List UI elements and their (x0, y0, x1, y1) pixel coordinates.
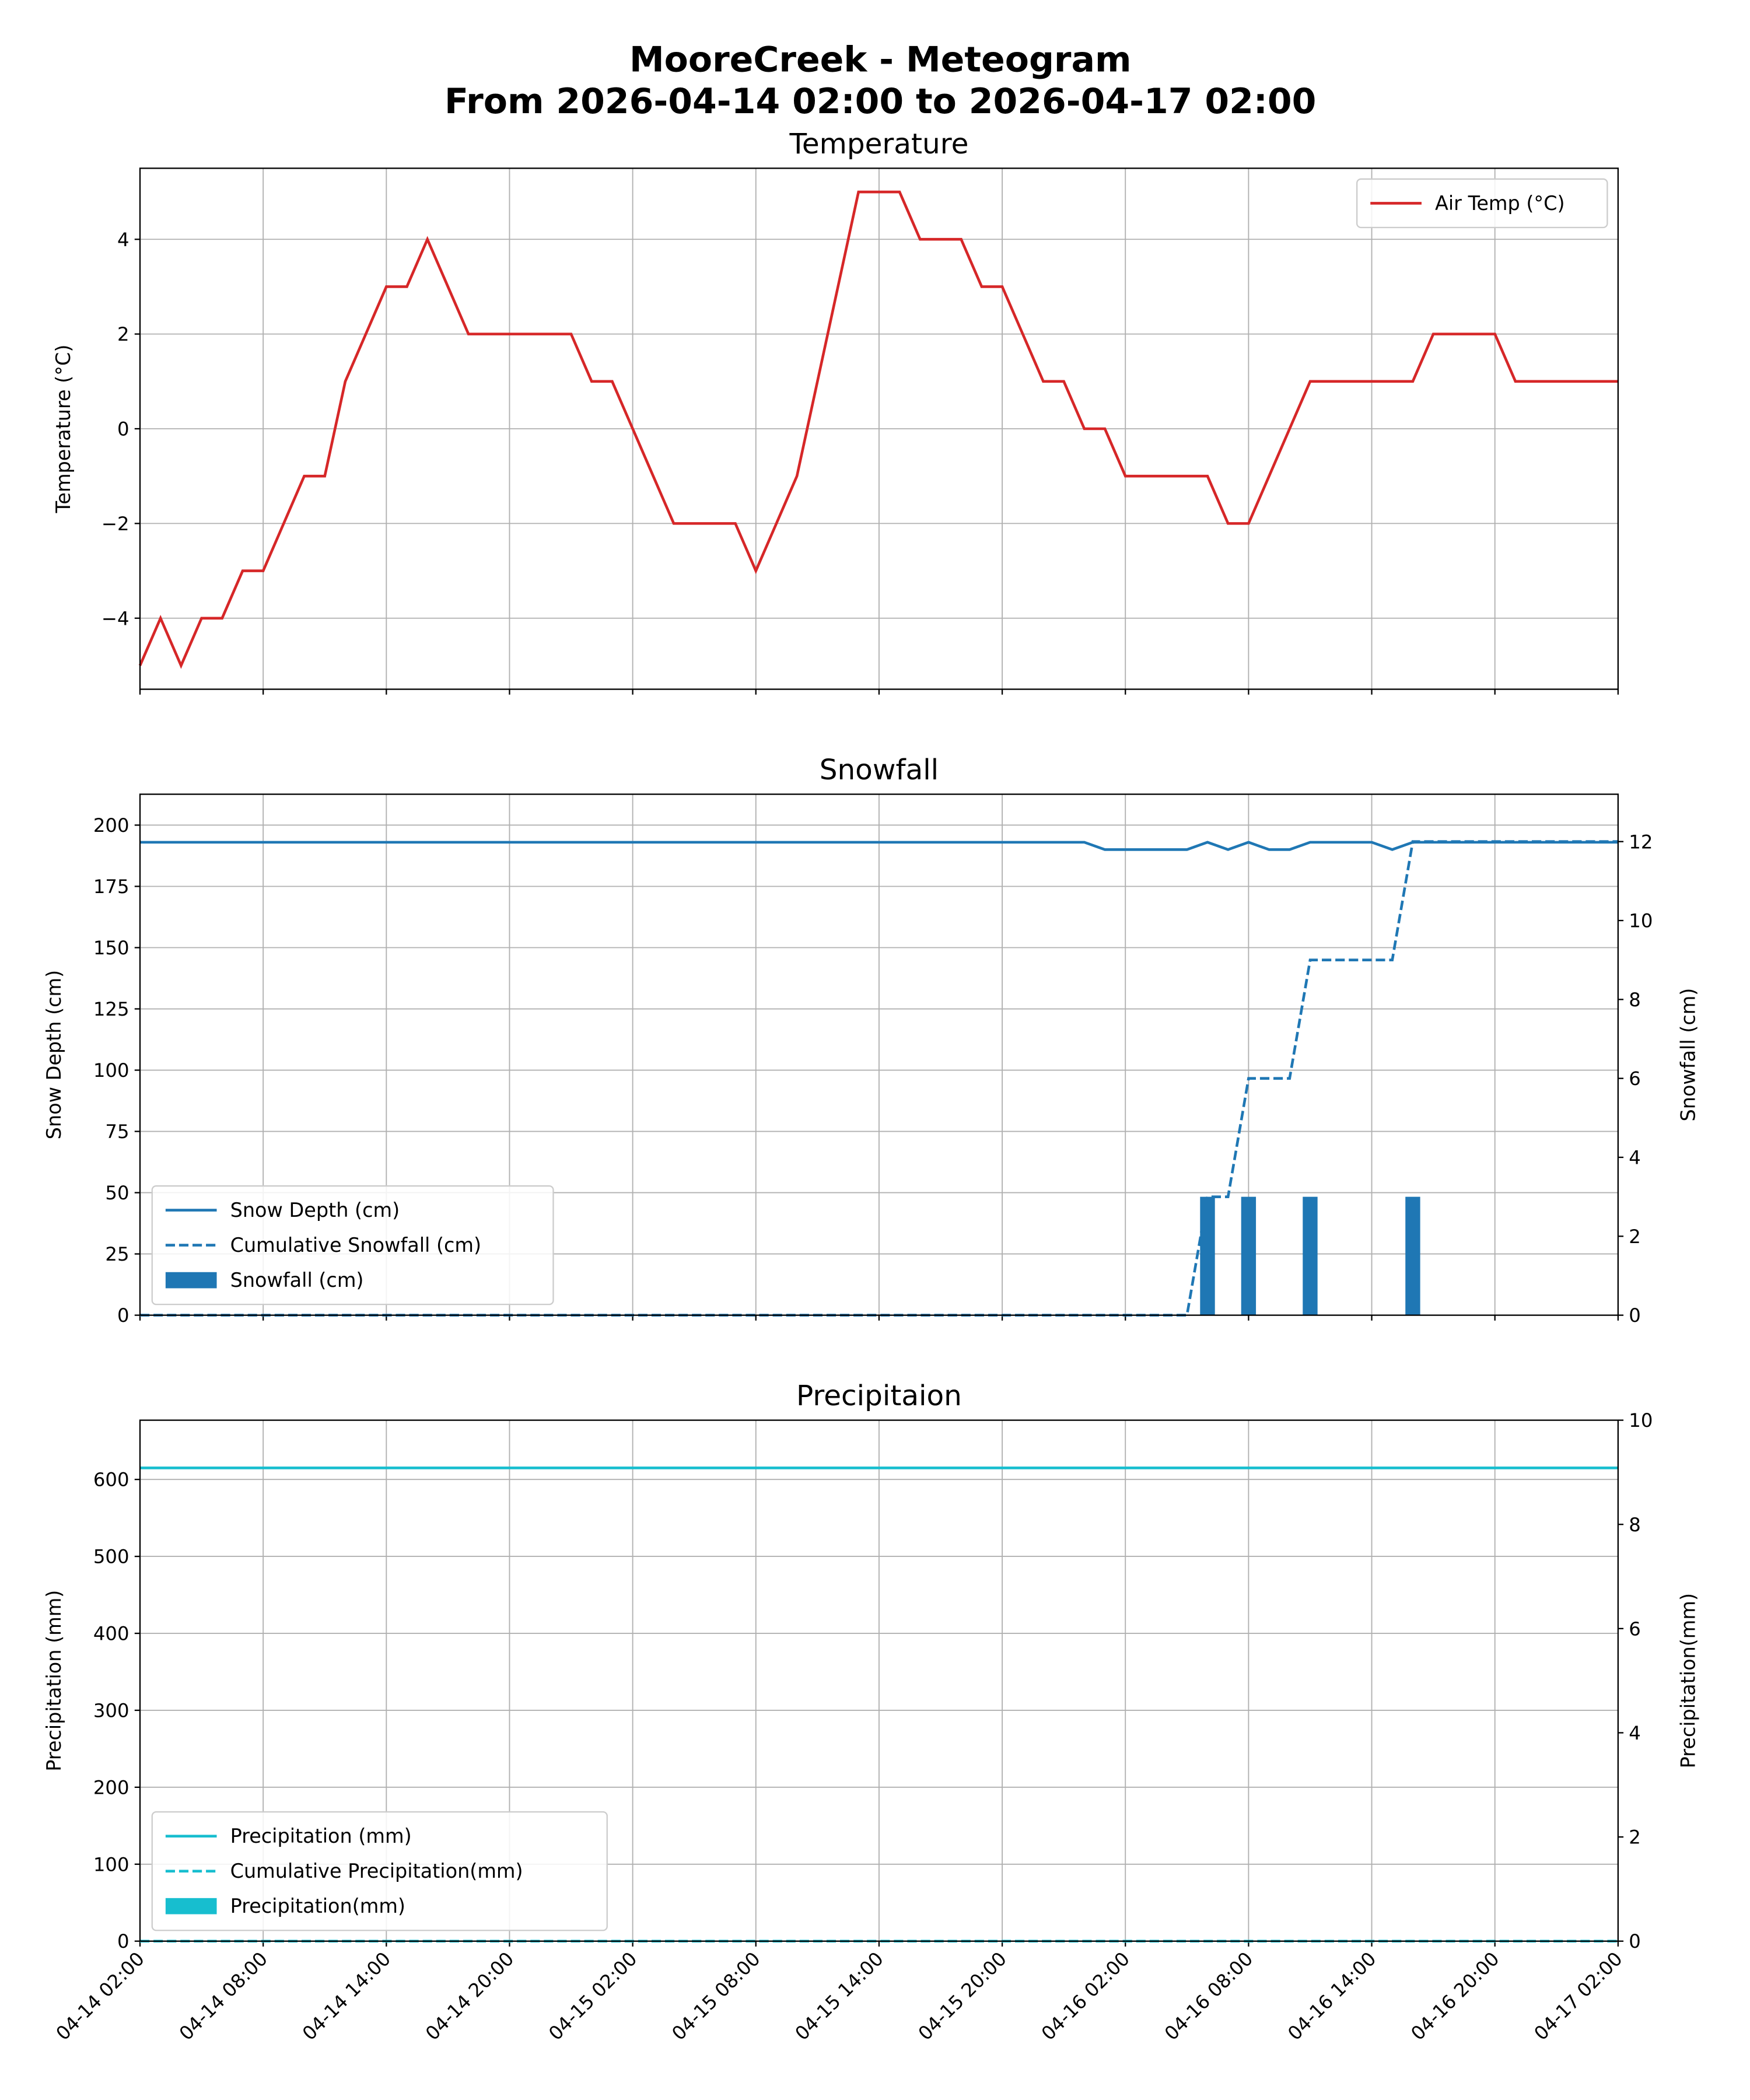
x-tick-label: 04-15 02:00 (544, 1948, 641, 2045)
x-tick-label: 04-16 14:00 (1283, 1948, 1380, 2045)
legend-swatch (165, 1898, 217, 1915)
x-tick-label: 04-17 02:00 (1530, 1948, 1626, 2045)
right-y-tick-label: 0 (1629, 1304, 1641, 1326)
right-y-tick-label: 4 (1629, 1147, 1641, 1169)
legend-label: Cumulative Snowfall (cm) (230, 1234, 481, 1256)
line-snow-depth-cm (139, 841, 1618, 851)
y-tick-label: 125 (93, 998, 130, 1020)
x-tick-label: 04-14 02:00 (52, 1948, 149, 2045)
legend-swatch (165, 1272, 217, 1289)
y-tick-label: 4 (117, 229, 130, 251)
x-tick-label: 04-16 20:00 (1406, 1948, 1503, 2045)
y-axis-label: Snow Depth (cm) (43, 970, 65, 1140)
right-y-tick-label: 4 (1629, 1722, 1641, 1744)
right-y-tick-label: 10 (1629, 1409, 1653, 1432)
x-tick-label: 04-14 14:00 (298, 1948, 395, 2045)
right-y-tick-label: 2 (1629, 1226, 1641, 1248)
plot-frame (139, 793, 1619, 1316)
y-tick-label: 75 (105, 1121, 129, 1143)
legend-label: Snowfall (cm) (230, 1269, 364, 1292)
y-tick-label: 100 (93, 1059, 130, 1082)
right-y-axis-label: Snowfall (cm) (1676, 988, 1699, 1122)
legend-label: Cumulative Precipitation(mm) (230, 1860, 523, 1882)
precipitation-panel: 0 100 200 300 400 500 600 0 2 4 6 8 10 Precipitaion Pr… (43, 1380, 1700, 2045)
legend: Snow Depth (cm) Cumulative Snowfall (cm) S… (151, 1185, 554, 1306)
y-tick-label: 500 (93, 1546, 130, 1568)
right-y-tick-label: 2 (1629, 1826, 1641, 1849)
y-tick-label: 25 (105, 1243, 129, 1265)
y-tick-label: 175 (93, 876, 130, 898)
y-tick-label: 300 (93, 1699, 130, 1721)
y-tick-label: 50 (105, 1182, 129, 1204)
right-y-tick-label: 8 (1629, 1514, 1641, 1536)
x-tick-label: 04-14 08:00 (175, 1948, 272, 2045)
right-y-tick-label: 8 (1629, 989, 1641, 1011)
legend: Precipitation (mm) Cumulative Precipitati… (151, 1811, 608, 1931)
line-air-temp-c (138, 190, 1618, 669)
legend-label: Snow Depth (cm) (230, 1199, 400, 1222)
legend-label: Precipitation(mm) (230, 1895, 405, 1917)
y-tick-label: 0 (117, 1930, 130, 1952)
right-y-tick-label: 6 (1629, 1618, 1641, 1640)
y-tick-label: 0 (117, 418, 130, 440)
figure-title-line1: MooreCreek - Meteogram (629, 39, 1132, 80)
x-tick-label: 04-16 08:00 (1160, 1948, 1257, 2045)
figure-title-line2: From 2026-04-14 02:00 to 2026-04-17 02:0… (444, 81, 1316, 122)
y-axis-label: Precipitation (mm) (43, 1590, 65, 1772)
legend-label: Air Temp (°C) (1435, 192, 1565, 215)
right-y-tick-label: 0 (1629, 1930, 1641, 1952)
legend-box (1356, 178, 1608, 229)
subplot-title: Precipitaion (796, 1380, 962, 1412)
y-tick-label: 600 (93, 1469, 130, 1491)
x-tick-label: 04-15 08:00 (667, 1948, 764, 2045)
right-y-tick-label: 6 (1629, 1068, 1641, 1090)
right-y-tick-label: 10 (1629, 910, 1653, 932)
legend-box (151, 1811, 608, 1931)
temperature-panel: −4 −2 0 2 4 Temperature Temperature (°C) Air Te… (52, 128, 1619, 695)
y-tick-label: 400 (93, 1623, 130, 1645)
y-tick-label: −2 (102, 513, 130, 535)
y-tick-label: 2 (117, 323, 130, 345)
y-tick-label: −4 (102, 607, 130, 629)
x-tick-label: 04-16 02:00 (1037, 1948, 1134, 2045)
y-tick-label: 200 (93, 814, 130, 836)
plot-frame (139, 1419, 1619, 1942)
x-tick-label: 04-15 14:00 (790, 1948, 887, 2045)
subplot-title: Snowfall (820, 754, 939, 786)
plot-frame (139, 167, 1619, 690)
y-axis-label: Temperature (°C) (52, 345, 75, 514)
y-tick-label: 0 (117, 1304, 130, 1326)
subplot-title: Temperature (789, 128, 968, 160)
right-y-axis-label: Precipitation(mm) (1676, 1593, 1699, 1768)
bar-snowfall-cm (1405, 1196, 1420, 1315)
bar-snowfall-cm (1303, 1196, 1318, 1315)
y-tick-label: 200 (93, 1776, 130, 1798)
legend-box (151, 1185, 554, 1306)
bar-snowfall-cm (1241, 1196, 1256, 1315)
y-tick-label: 100 (93, 1853, 130, 1875)
legend: Air Temp (°C) (1356, 178, 1608, 229)
x-tick-label: 04-14 20:00 (421, 1948, 518, 2045)
bar-snowfall-cm (1200, 1196, 1215, 1315)
y-tick-label: 150 (93, 937, 130, 959)
right-y-tick-label: 12 (1629, 831, 1653, 853)
x-tick-label: 04-15 20:00 (914, 1948, 1011, 2045)
snowfall-panel: 0 25 50 75 100 125 150 175 200 0 2 4 6 8 10 12 Snowfall S… (43, 754, 1700, 1326)
legend-label: Precipitation (mm) (230, 1825, 412, 1847)
